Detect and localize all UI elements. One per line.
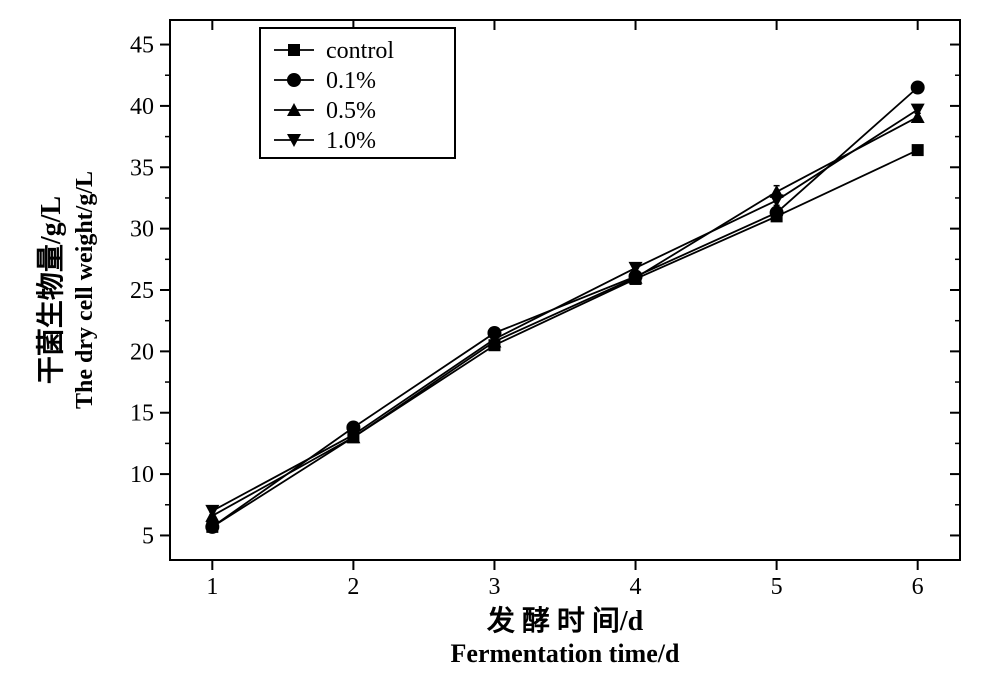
marker-circle	[205, 520, 219, 534]
y-tick-label: 25	[130, 278, 154, 304]
x-axis-title-cn: 发 酵 时 间/d	[486, 604, 644, 637]
legend-label: control	[326, 38, 394, 64]
y-tick-label: 40	[130, 94, 154, 120]
y-tick-label: 30	[130, 217, 154, 243]
y-tick-label: 35	[130, 155, 154, 181]
x-tick-label: 1	[206, 574, 218, 600]
series-p05	[205, 110, 924, 522]
marker-triangle-down	[911, 104, 925, 117]
series-control	[206, 144, 923, 533]
x-tick-label: 4	[630, 574, 642, 600]
marker-circle	[911, 81, 925, 95]
legend-label: 1.0%	[326, 128, 376, 154]
y-axis-title-en: The dry cell weight/g/L	[72, 171, 98, 409]
marker-circle	[287, 73, 301, 87]
chart-svg: 12345651015202530354045发 酵 时 间/dFermenta…	[0, 0, 1000, 694]
x-tick-label: 2	[347, 574, 359, 600]
marker-circle	[770, 206, 784, 220]
x-tick-label: 5	[771, 574, 783, 600]
y-tick-label: 15	[130, 401, 154, 427]
legend-label: 0.5%	[326, 98, 376, 124]
chart-container: 12345651015202530354045发 酵 时 间/dFermenta…	[0, 0, 1000, 694]
legend-label: 0.1%	[326, 68, 376, 94]
marker-triangle-down	[205, 505, 219, 518]
series-line-control	[212, 150, 917, 527]
y-axis-title-cn: 干菌生物量/g/L	[35, 196, 67, 384]
y-tick-label: 5	[142, 523, 154, 549]
x-axis-title-en: Fermentation time/d	[451, 639, 680, 668]
x-tick-label: 6	[912, 574, 924, 600]
marker-square	[912, 144, 924, 156]
marker-triangle-down	[770, 194, 784, 207]
marker-square	[288, 44, 300, 56]
series-p10	[205, 104, 924, 518]
y-tick-label: 10	[130, 462, 154, 488]
x-tick-label: 3	[488, 574, 500, 600]
y-tick-label: 45	[130, 33, 154, 59]
y-tick-label: 20	[130, 339, 154, 365]
